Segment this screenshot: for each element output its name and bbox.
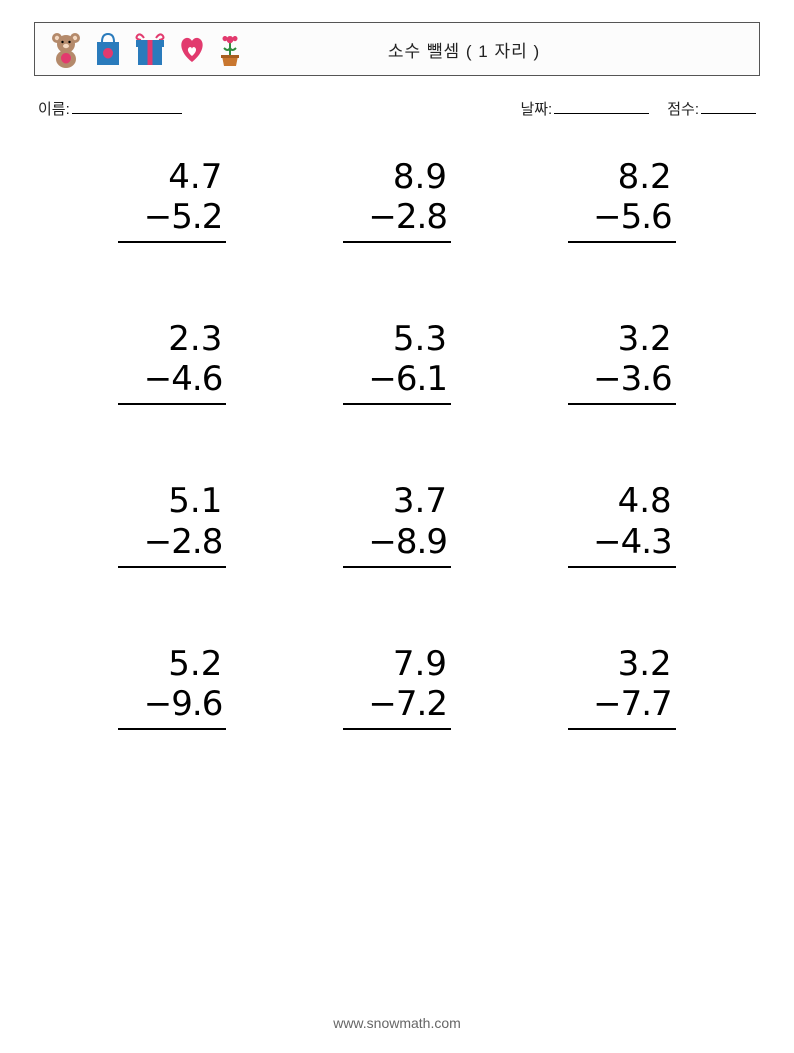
problem-rule (343, 241, 451, 243)
problem-inner: 4.8−4.3 (568, 481, 676, 567)
problem-inner: 3.2−3.6 (568, 319, 676, 405)
problem: 3.2−7.7 (509, 644, 734, 730)
worksheet-title: 소수 뺄셈 ( 1 자리 ) (243, 37, 745, 62)
problem-inner: 2.3−4.6 (118, 319, 226, 405)
problem-bottom: −2.8 (343, 197, 451, 237)
name-field: 이름: (38, 98, 182, 119)
problem: 7.9−7.2 (285, 644, 510, 730)
meta-row: 이름: 날짜: 점수: (34, 98, 760, 119)
problem-bottom: −2.8 (118, 522, 226, 562)
problem-top: 8.9 (343, 157, 451, 197)
problem-bottom: −3.6 (568, 359, 676, 399)
problem-top: 7.9 (343, 644, 451, 684)
problem-rule (568, 728, 676, 730)
problem-bottom: −7.2 (343, 684, 451, 724)
problem: 4.8−4.3 (509, 481, 734, 567)
problem-bottom: −4.3 (568, 522, 676, 562)
problem: 5.2−9.6 (60, 644, 285, 730)
gift-icon (133, 30, 167, 68)
footer-site: www.snowmath.com (333, 1015, 461, 1031)
date-field: 날짜: (520, 98, 649, 119)
problem-inner: 5.1−2.8 (118, 481, 226, 567)
problem-bottom: −5.6 (568, 197, 676, 237)
problem-bottom: −4.6 (118, 359, 226, 399)
bag-icon (93, 30, 123, 68)
score-blank[interactable] (701, 98, 756, 114)
problems-grid: 4.7−5.28.9−2.88.2−5.62.3−4.65.3−6.13.2−3… (34, 157, 760, 730)
problem-top: 5.3 (343, 319, 451, 359)
problem-bottom: −6.1 (343, 359, 451, 399)
date-blank[interactable] (554, 98, 649, 114)
problem: 4.7−5.2 (60, 157, 285, 243)
problem-top: 4.8 (568, 481, 676, 521)
problem-top: 3.7 (343, 481, 451, 521)
date-label: 날짜: (520, 98, 552, 119)
problem-rule (568, 403, 676, 405)
flower-pot-icon (217, 30, 243, 68)
score-field: 점수: (667, 98, 756, 119)
problem-top: 3.2 (568, 319, 676, 359)
problem-bottom: −9.6 (118, 684, 226, 724)
worksheet-header: 소수 뺄셈 ( 1 자리 ) (34, 22, 760, 76)
problem-top: 4.7 (118, 157, 226, 197)
problem-inner: 8.2−5.6 (568, 157, 676, 243)
problem-inner: 4.7−5.2 (118, 157, 226, 243)
problem-inner: 5.2−9.6 (118, 644, 226, 730)
problem-top: 3.2 (568, 644, 676, 684)
problem: 2.3−4.6 (60, 319, 285, 405)
problem-rule (118, 403, 226, 405)
heart-icon (177, 30, 207, 68)
problem-top: 5.1 (118, 481, 226, 521)
problem-rule (118, 566, 226, 568)
score-label: 점수: (667, 98, 699, 119)
problem: 8.9−2.8 (285, 157, 510, 243)
problem-top: 2.3 (118, 319, 226, 359)
problem-rule (118, 241, 226, 243)
problem: 5.3−6.1 (285, 319, 510, 405)
header-icon-strip (49, 23, 243, 75)
problem-rule (343, 403, 451, 405)
problem-inner: 3.2−7.7 (568, 644, 676, 730)
problem: 3.7−8.9 (285, 481, 510, 567)
problem-rule (118, 728, 226, 730)
problem-bottom: −7.7 (568, 684, 676, 724)
problem-inner: 5.3−6.1 (343, 319, 451, 405)
problem: 5.1−2.8 (60, 481, 285, 567)
problem-top: 5.2 (118, 644, 226, 684)
problem-rule (343, 566, 451, 568)
problem-top: 8.2 (568, 157, 676, 197)
problem-bottom: −8.9 (343, 522, 451, 562)
problem: 3.2−3.6 (509, 319, 734, 405)
problem-inner: 7.9−7.2 (343, 644, 451, 730)
problem-rule (343, 728, 451, 730)
problem-bottom: −5.2 (118, 197, 226, 237)
bear-icon (49, 30, 83, 68)
problem-rule (568, 241, 676, 243)
problem-rule (568, 566, 676, 568)
name-label: 이름: (38, 98, 70, 119)
problem: 8.2−5.6 (509, 157, 734, 243)
problem-inner: 8.9−2.8 (343, 157, 451, 243)
name-blank[interactable] (72, 98, 182, 114)
footer: www.snowmath.com (0, 1015, 794, 1031)
problem-inner: 3.7−8.9 (343, 481, 451, 567)
